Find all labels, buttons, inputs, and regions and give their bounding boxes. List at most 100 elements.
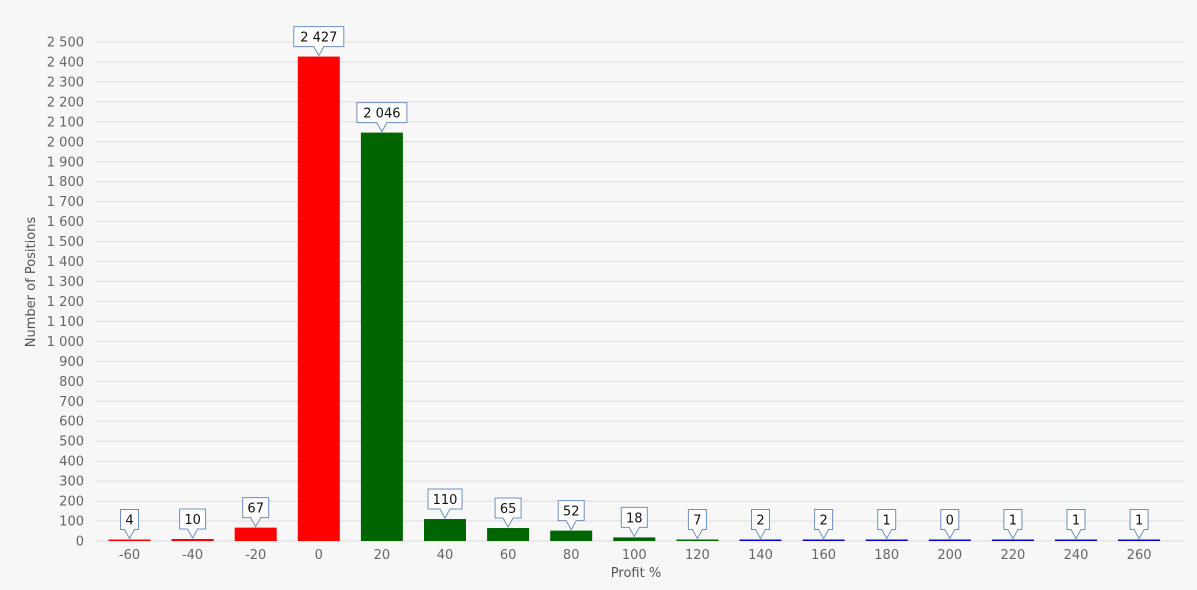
data-label-callout [293,26,345,57]
x-tick-label: 180 [874,548,899,563]
x-tick-label: 100 [622,548,647,563]
grid-lines [96,41,1184,542]
y-tick-label: 1 400 [47,255,84,270]
y-tick-label: 1 900 [47,155,84,170]
data-label: 1 [1072,514,1080,529]
x-tick-label: 260 [1127,548,1152,563]
y-tick-label: 2 500 [47,36,84,51]
data-label: 65 [500,502,517,517]
bar [360,132,403,541]
data-label-callout [620,506,648,538]
data-label-callout [494,497,522,529]
y-tick-label: 100 [59,515,84,530]
y-tick-label: 300 [59,475,84,490]
bar [928,539,971,541]
bar [991,539,1034,541]
x-axis-title: Profit % [611,566,661,581]
x-tick-label: 20 [374,548,391,563]
data-label-callout [1066,509,1086,540]
bars [108,56,1161,541]
y-tick-label: 1 500 [47,235,84,250]
data-label-callout [242,497,270,528]
bar [108,539,151,541]
y-tick-label: 2 100 [47,115,84,130]
y-tick-label: 700 [59,395,84,410]
y-tick-label: 2 200 [47,95,84,110]
bar [424,519,466,541]
data-label-callout [179,508,207,540]
y-tick-label: 1 700 [47,195,84,210]
data-label: 4 [125,514,133,529]
data-label: 1 [1135,514,1143,529]
bar [613,537,656,541]
y-tick-label: 1 200 [47,295,84,310]
bar [297,56,340,541]
y-tick-label: 2 300 [47,75,84,90]
data-label: 2 [819,514,827,529]
data-label: 10 [184,513,201,528]
data-label: 67 [247,502,264,517]
data-label: 2 [756,514,764,529]
y-axis-ticks: 0 100 200 300 400 500 600 700 800 900 1 000 1 100 1 … [47,36,84,550]
data-label: 110 [433,493,458,508]
data-label-callout [356,102,408,133]
data-label: 1 [883,514,891,529]
x-tick-label: 40 [437,548,454,563]
data-label-callout [427,488,463,520]
data-label-callout [557,500,585,531]
y-tick-label: 1 300 [47,275,84,290]
x-tick-label: -60 [119,548,140,563]
y-tick-label: 0 [76,535,84,550]
y-tick-label: 1 800 [47,175,84,190]
data-label: 52 [563,505,580,520]
y-tick-label: 1 000 [47,335,84,350]
bar [865,539,908,541]
x-tick-label: 0 [315,548,323,563]
bar [676,539,719,541]
x-axis-ticks: -60 -40 -20 0 20 40 60 80 100 120 140 160 180 200 220 2… [119,548,1152,563]
y-tick-label: 200 [59,495,84,510]
x-tick-label: 60 [500,548,517,563]
data-label: 7 [693,514,701,529]
x-tick-label: 240 [1064,548,1089,563]
x-tick-label: 80 [563,548,580,563]
data-label-callout [1003,509,1023,540]
data-label-callout [687,509,707,540]
y-tick-label: 500 [59,435,84,450]
data-label-callout [877,509,897,540]
data-label-callout [120,509,139,540]
bar [739,539,782,541]
bar [1118,539,1161,541]
y-tick-label: 800 [59,375,84,390]
x-tick-label: 120 [685,548,710,563]
y-tick-label: 2 000 [47,135,84,150]
y-tick-label: 2 400 [47,55,84,70]
data-label-callout [751,509,770,540]
y-axis-title: Number of Positions [24,217,39,348]
bar [802,539,845,541]
data-label: 1 [1009,514,1017,529]
x-tick-label: 160 [811,548,836,563]
y-tick-label: 1 100 [47,315,84,330]
bar [487,528,530,541]
x-tick-label: 220 [1000,548,1025,563]
bar [1055,539,1097,541]
data-label-callout [814,509,834,540]
data-label: 2 427 [300,31,337,46]
bar [234,527,277,541]
bar [171,539,214,541]
data-label: 2 046 [363,107,400,122]
data-label: 0 [946,514,954,529]
x-tick-label: 140 [748,548,773,563]
x-tick-label: -20 [245,548,266,563]
bar [550,530,593,541]
data-label-callout [940,509,960,540]
y-tick-label: 400 [59,455,84,470]
x-tick-label: -40 [182,548,203,563]
x-tick-label: 200 [937,548,962,563]
y-tick-label: 900 [59,355,84,370]
data-label: 18 [626,511,643,526]
y-tick-label: 600 [59,415,84,430]
